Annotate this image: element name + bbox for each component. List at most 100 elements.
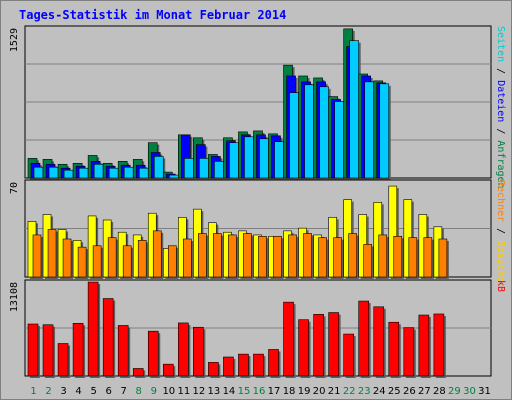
bar-kb-kb-day-4 xyxy=(72,322,86,378)
bar-kb-kb-day-19-face xyxy=(298,319,309,377)
bar-visits-rechner-day-10 xyxy=(167,245,179,279)
bar-requests-seiten-day-11-face xyxy=(184,158,194,179)
bar-requests-seiten-day-24 xyxy=(379,83,391,180)
x-tick-label-18: 18 xyxy=(283,386,296,397)
bar-visits-rechner-day-9-face xyxy=(152,230,162,278)
legend-kb: kB xyxy=(495,280,506,292)
x-tick-label-4: 4 xyxy=(75,386,81,397)
bar-kb-kb-day-17 xyxy=(268,349,281,378)
legend-requests-segment-1: / xyxy=(495,62,506,80)
bar-requests-seiten-day-7-face xyxy=(123,166,134,179)
bar-visits-rechner-day-24 xyxy=(378,234,389,279)
bar-visits-rechner-day-4-face xyxy=(77,246,87,278)
x-tick-label-19: 19 xyxy=(298,386,311,397)
bar-kb-kb-day-22 xyxy=(343,333,356,378)
bar-visits-rechner-day-3-face xyxy=(62,238,72,278)
bar-visits-rechner-day-17-face xyxy=(273,235,282,278)
bar-kb-kb-day-12 xyxy=(193,326,206,378)
legend-requests: Seiten / Dateien / Anfragen xyxy=(495,26,506,189)
bar-visits-besuche-day-25-face xyxy=(388,185,398,278)
x-tick-label-12: 12 xyxy=(193,386,206,397)
bar-kb-kb-day-17-face xyxy=(268,349,279,377)
x-tick-label-27: 27 xyxy=(418,386,431,397)
bar-visits-rechner-day-17 xyxy=(273,235,284,279)
bar-kb-kb-day-24-face xyxy=(373,306,385,377)
bar-visits-rechner-day-8 xyxy=(137,240,149,279)
bar-kb-kb-day-23-face xyxy=(358,300,370,377)
bar-visits-rechner-day-7-face xyxy=(122,245,132,278)
bar-visits-rechner-day-1-face xyxy=(32,234,42,278)
bar-kb-kb-day-18-face xyxy=(283,301,294,377)
bar-kb-kb-day-8 xyxy=(132,368,146,378)
bar-kb-kb-day-11 xyxy=(178,322,191,378)
legend-visits-segment-0: Rechner xyxy=(495,180,506,222)
bar-kb-kb-day-12-face xyxy=(193,326,204,377)
bar-requests-seiten-day-12-face xyxy=(199,158,209,179)
bar-kb-kb-day-14 xyxy=(223,356,236,378)
bar-requests-seiten-day-15-face xyxy=(244,136,254,179)
bar-visits-rechner-day-22-face xyxy=(348,233,357,278)
x-tick-label-21: 21 xyxy=(328,386,341,397)
legend-requests-segment-2: Dateien xyxy=(495,80,506,122)
x-tick-label-8: 8 xyxy=(136,386,142,397)
bar-kb-kb-day-7-face xyxy=(117,325,129,377)
bar-kb-kb-day-21-face xyxy=(328,312,339,377)
x-tick-label-3: 3 xyxy=(60,386,66,397)
bar-kb-kb-day-10 xyxy=(162,363,176,378)
bar-kb-kb-day-18 xyxy=(283,301,296,378)
bar-kb-kb-day-13 xyxy=(208,362,221,378)
bar-kb-kb-day-2 xyxy=(42,324,56,378)
bar-requests-seiten-day-4-face xyxy=(78,167,89,179)
bar-requests-seiten-day-14-face xyxy=(229,142,239,179)
bar-requests-seiten-day-9-face xyxy=(153,156,164,179)
bar-visits-rechner-day-6-face xyxy=(107,237,117,278)
bar-visits-rechner-day-11 xyxy=(183,238,194,279)
bar-requests-seiten-day-22-face xyxy=(349,40,359,179)
bar-kb-kb-day-7 xyxy=(117,325,131,378)
x-tick-label-20: 20 xyxy=(313,386,326,397)
bar-kb-kb-day-28-face xyxy=(433,313,445,377)
x-tick-label-1: 1 xyxy=(30,386,36,397)
bar-visits-rechner-day-28 xyxy=(438,238,449,279)
bar-kb-kb-day-22-face xyxy=(343,333,354,377)
bar-visits-rechner-day-19 xyxy=(303,233,314,279)
bar-kb-kb-day-1-face xyxy=(27,323,39,377)
x-tick-label-5: 5 xyxy=(90,386,96,397)
legend-requests-segment-0: Seiten xyxy=(495,26,506,62)
bar-requests-seiten-day-16-face xyxy=(259,138,269,179)
x-tick-label-13: 13 xyxy=(208,386,221,397)
x-tick-label-9: 9 xyxy=(151,386,157,397)
bar-kb-kb-day-23 xyxy=(358,300,371,378)
bar-kb-kb-day-13-face xyxy=(208,362,219,377)
bar-kb-kb-day-20-face xyxy=(313,314,324,377)
bar-visits-rechner-day-23 xyxy=(363,244,374,279)
bar-requests-seiten-day-24-face xyxy=(379,83,390,179)
bar-kb-kb-day-8-face xyxy=(132,368,144,377)
bar-visits-besuche-day-25 xyxy=(388,185,399,279)
bar-requests-seiten-day-13-face xyxy=(214,161,224,179)
bar-kb-kb-day-9-face xyxy=(147,330,159,377)
bar-kb-kb-day-21 xyxy=(328,312,341,378)
bar-kb-kb-day-15 xyxy=(238,353,251,378)
legend-visits: Rechner / Besuche xyxy=(495,180,506,282)
bar-kb-kb-day-1 xyxy=(27,323,40,378)
bar-requests-seiten-day-1-face xyxy=(33,166,44,179)
x-tick-label-17: 17 xyxy=(268,386,281,397)
bar-visits-rechner-day-20-face xyxy=(318,237,327,278)
bar-visits-rechner-day-26-face xyxy=(408,237,418,278)
bar-visits-rechner-day-25-face xyxy=(393,235,403,278)
legend-requests-segment-4: Anfragen xyxy=(495,140,506,188)
x-tick-label-15: 15 xyxy=(238,386,251,397)
x-tick-label-31: 31 xyxy=(478,386,491,397)
bar-requests-seiten-day-21-face xyxy=(334,101,344,179)
x-tick-label-30: 30 xyxy=(463,386,476,397)
bar-kb-kb-day-3-face xyxy=(57,343,69,377)
bar-visits-rechner-day-23-face xyxy=(363,244,373,278)
bar-requests-seiten-day-17-face xyxy=(274,141,284,179)
bar-requests-seiten-day-23-face xyxy=(364,81,375,179)
bar-kb-kb-day-4-face xyxy=(72,322,84,377)
bar-kb-kb-day-24 xyxy=(373,306,386,378)
x-tick-label-11: 11 xyxy=(177,386,190,397)
x-tick-label-29: 29 xyxy=(448,386,461,397)
